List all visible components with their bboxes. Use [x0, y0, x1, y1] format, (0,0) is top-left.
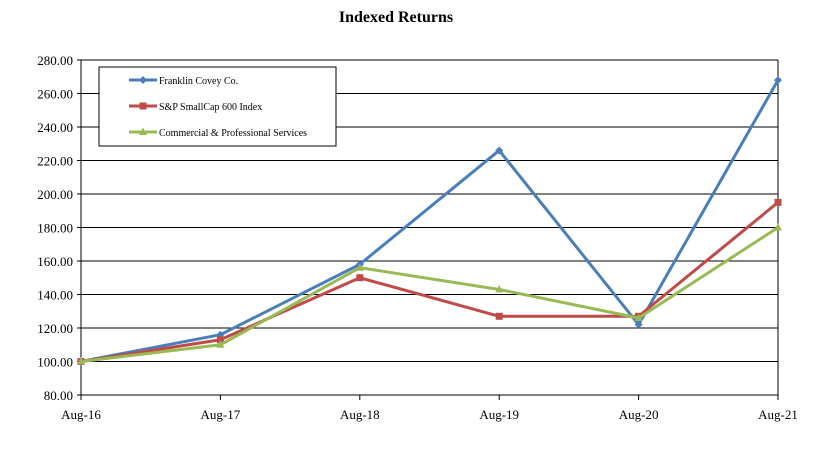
y-tick-label: 240.00	[37, 120, 73, 135]
legend: Franklin Covey Co. S&P SmallCap 600 Index…	[98, 66, 337, 147]
x-tick-label: Aug-20	[619, 407, 659, 422]
data-point	[356, 274, 364, 282]
x-tick-label: Aug-16	[61, 407, 101, 422]
y-tick-label: 120.00	[37, 321, 73, 336]
y-tick-label: 180.00	[37, 221, 73, 236]
x-tick-label: Aug-17	[201, 407, 241, 422]
y-axis-tick-labels: 80.00 100.00 120.00 140.00 160.00 180.00 200.0…	[37, 53, 73, 403]
x-axis-tick-labels: Aug-16 Aug-17 Aug-18 Aug-19 Aug-20 Aug-21	[61, 407, 798, 422]
series-line	[80, 79, 780, 363]
x-tick-label: Aug-19	[479, 407, 519, 422]
y-tick-label: 80.00	[44, 388, 73, 403]
y-tick-label: 220.00	[37, 154, 73, 169]
legend-label: S&P SmallCap 600 Index	[159, 102, 262, 113]
y-tick-label: 200.00	[37, 187, 73, 202]
data-point	[774, 76, 782, 85]
legend-entry: Franklin Covey Co.	[129, 76, 238, 87]
y-tick-label: 100.00	[37, 355, 73, 370]
legend-label: Commercial & Professional Services	[159, 128, 307, 139]
legend-entry: Commercial & Professional Services	[129, 127, 307, 139]
series-3	[77, 223, 782, 365]
x-tick-label: Aug-21	[758, 407, 798, 422]
series-line	[80, 226, 779, 363]
data-point	[634, 320, 643, 329]
x-tick-label: Aug-18	[340, 407, 380, 422]
data-point	[355, 263, 364, 271]
data-point	[774, 223, 782, 231]
data-point	[495, 284, 504, 293]
legend-entry: S&P SmallCap 600 Index	[129, 102, 262, 113]
y-tick-label: 140.00	[37, 288, 73, 303]
series-lines	[77, 76, 782, 366]
legend-label: Franklin Covey Co.	[159, 76, 238, 87]
y-tick-label: 160.00	[37, 254, 73, 269]
gridlines	[81, 59, 778, 362]
y-tick-label: 260.00	[37, 87, 73, 102]
data-point	[77, 357, 85, 365]
y-tick-label: 280.00	[37, 53, 73, 68]
chart-title: Indexed Returns	[339, 9, 453, 26]
data-point	[216, 340, 225, 348]
series-2	[77, 198, 782, 365]
data-point	[634, 313, 643, 321]
data-point	[495, 146, 504, 155]
series-line	[80, 201, 779, 363]
data-point	[495, 312, 503, 320]
data-point	[216, 336, 224, 344]
legend-swatch-marker	[139, 102, 147, 110]
data-point	[774, 198, 782, 206]
legend-swatch-marker	[139, 76, 147, 84]
legend-swatch-marker	[139, 127, 147, 135]
